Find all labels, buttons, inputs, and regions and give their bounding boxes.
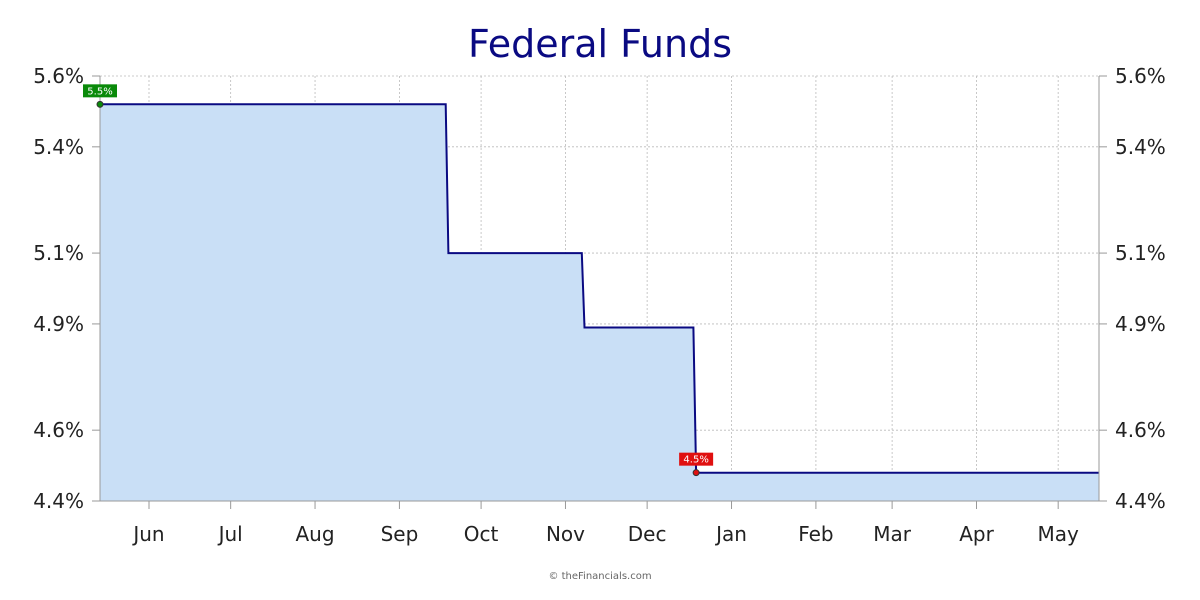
marker-label: 5.5% — [87, 86, 112, 97]
marker-point — [692, 469, 700, 477]
area-layer — [100, 103, 1099, 502]
y-tick-label-left: 4.9% — [33, 312, 84, 336]
x-tick-label: Jul — [217, 522, 243, 546]
marker-layer: 5.5% 4.5% — [83, 84, 714, 477]
y-tick-label-left: 5.6% — [33, 64, 84, 88]
y-tick-label-right: 4.4% — [1115, 489, 1166, 513]
x-tick-label: Jun — [131, 522, 164, 546]
y-tick-label-left: 5.1% — [33, 241, 84, 265]
y-tick-label-left: 4.4% — [33, 489, 84, 513]
y-tick-label-left: 4.6% — [33, 418, 84, 442]
marker-label-box — [679, 452, 714, 466]
series-area — [100, 104, 1099, 502]
y-tick-label-right: 4.9% — [1115, 312, 1166, 336]
x-tick-label: Feb — [798, 522, 833, 546]
x-tick-label: Mar — [873, 522, 912, 546]
marker-label: 4.5% — [683, 455, 708, 466]
y-tick-label-right: 5.4% — [1115, 135, 1166, 159]
y-tick-label-right: 4.6% — [1115, 418, 1166, 442]
x-tick-label: May — [1037, 522, 1079, 546]
y-tick-label-right: 5.6% — [1115, 64, 1166, 88]
axis-layer: 4.4% 4.4% 4.6% 4.6% 4.9% 4.9% 5.1% 5.1% 5.4% 5.4%… — [33, 64, 1166, 546]
x-tick-label: Jan — [714, 522, 747, 546]
y-tick-label-left: 5.4% — [33, 135, 84, 159]
chart-title: Federal Funds — [468, 22, 732, 66]
x-tick-label: Apr — [959, 522, 994, 546]
y-tick-label-right: 5.1% — [1115, 241, 1166, 265]
series-line — [100, 103, 1099, 474]
marker-label-box — [83, 84, 117, 98]
x-tick-label: Aug — [296, 522, 335, 546]
x-tick-label: Nov — [546, 522, 585, 546]
marker-point — [96, 100, 104, 108]
x-tick-label: Dec — [628, 522, 667, 546]
credit-text: © theFinancials.com — [548, 571, 651, 582]
x-tick-label: Oct — [464, 522, 499, 546]
x-tick-label: Sep — [381, 522, 419, 546]
